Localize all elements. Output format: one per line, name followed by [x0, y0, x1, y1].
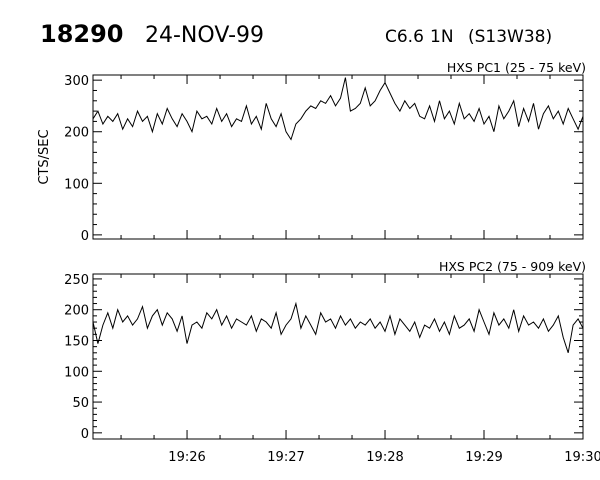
- y-axis-label: CTS/SEC: [37, 129, 52, 184]
- series-line: [92, 77, 584, 141]
- y-tick-label: 300: [64, 74, 89, 89]
- panel-pc2: HXS PC2 (75 - 909 keV) 0 50 100 150 200 250 19…: [64, 259, 600, 465]
- y-tick-label: 100: [64, 365, 89, 380]
- y-tick-label: 0: [81, 229, 89, 244]
- y-tick-label: 0: [81, 427, 89, 442]
- y-tick-label: 100: [64, 177, 89, 192]
- y-tick-label: 250: [64, 273, 89, 288]
- panel-pc1: HXS PC1 (25 - 75 keV) CTS/SEC 0 100 200 300: [37, 60, 586, 244]
- x-tick-label: 19:27: [267, 450, 304, 465]
- y-tick-label: 50: [72, 396, 89, 411]
- flare-location: (S13W38): [468, 27, 552, 47]
- panel-title: HXS PC2 (75 - 909 keV): [439, 259, 586, 274]
- x-tick-label: 19:30: [564, 450, 600, 465]
- series-line: [92, 301, 584, 353]
- x-tick-label: 19:26: [168, 450, 205, 465]
- y-tick-label: 200: [64, 126, 89, 141]
- x-tick-label: 19:29: [465, 450, 502, 465]
- goes-class: C6.6: [385, 27, 424, 47]
- event-number: 18290: [40, 20, 124, 48]
- event-date: 24-NOV-99: [145, 23, 264, 48]
- y-tick-label: 200: [64, 304, 89, 319]
- y-tick-label: 150: [64, 334, 89, 349]
- panel-title: HXS PC1 (25 - 75 keV): [447, 60, 586, 75]
- plot-frame: [92, 74, 584, 240]
- plot-frame: [92, 273, 584, 440]
- optical-class: 1N: [430, 27, 454, 47]
- x-tick-label: 19:28: [366, 450, 403, 465]
